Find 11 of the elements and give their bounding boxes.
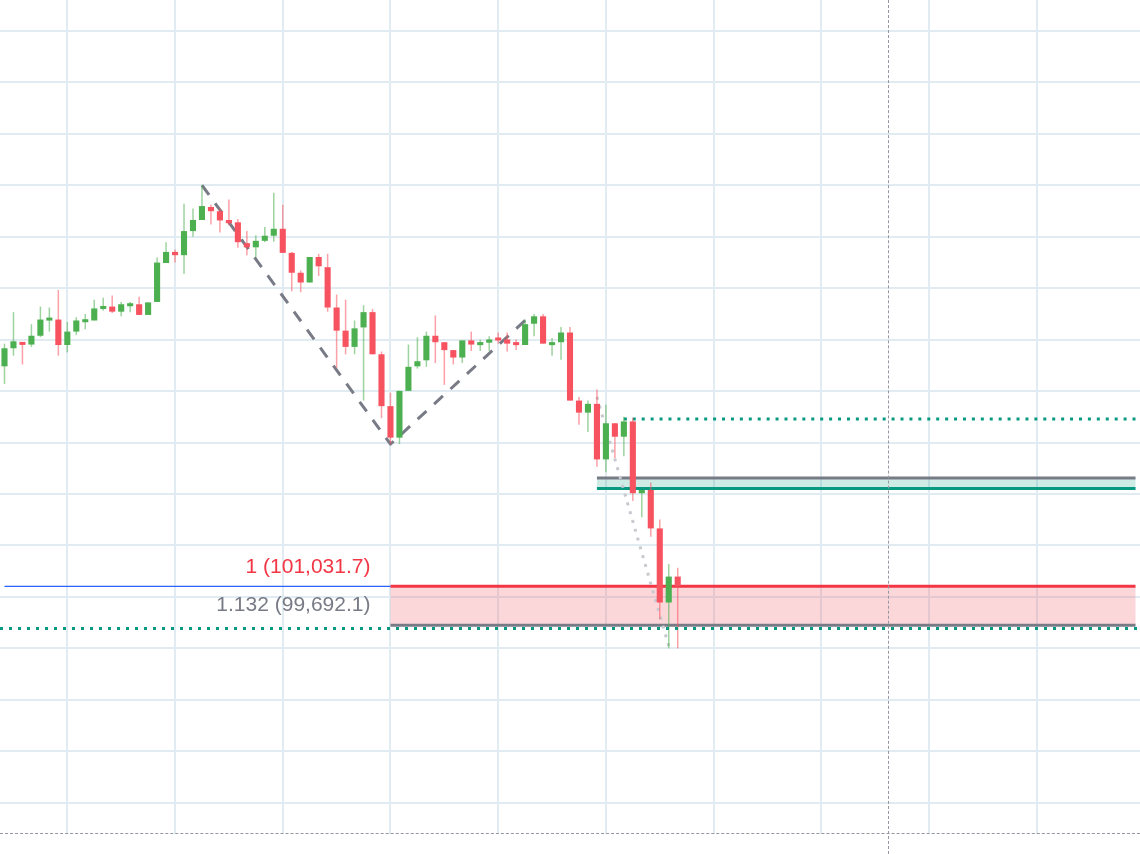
candlestick bbox=[109, 294, 116, 314]
candlestick bbox=[513, 338, 520, 351]
series-label: 1.132 (99,692.1) bbox=[216, 592, 371, 616]
candlestick bbox=[477, 338, 484, 352]
series-label: 1 (101,031.7) bbox=[245, 553, 371, 577]
candlestick bbox=[495, 331, 502, 345]
candlestick bbox=[171, 248, 179, 264]
candlestick bbox=[486, 335, 493, 352]
candlestick bbox=[127, 301, 134, 313]
candlestick bbox=[100, 297, 107, 312]
candlestick bbox=[549, 337, 556, 357]
